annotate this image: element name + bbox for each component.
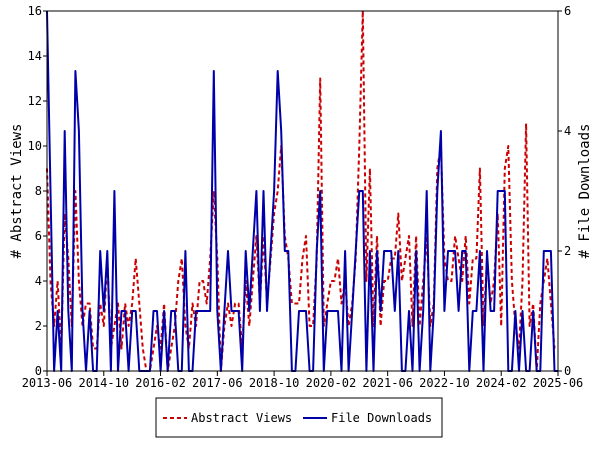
right-axis: 0 2 4 6 xyxy=(558,4,571,378)
legend: Abstract Views File Downloads xyxy=(155,397,443,438)
y-right-tick-label: 4 xyxy=(564,124,571,138)
x-tick-label: 2013-06 xyxy=(22,376,73,390)
y-left-tick-label: 12 xyxy=(28,94,42,108)
legend-label-file-downloads: File Downloads xyxy=(331,411,432,425)
series-line-abstract-views xyxy=(46,10,558,372)
y-left-tick-label: 10 xyxy=(28,139,42,153)
x-axis: 2013-06 2014-10 2016-02 2017-06 2018-10 2020-… xyxy=(22,371,584,390)
x-tick-label: 2014-10 xyxy=(78,376,129,390)
y-axis-title-left: # Abstract Views xyxy=(9,124,25,259)
y-left-tick-label: 8 xyxy=(35,184,42,198)
x-tick-label: 2017-06 xyxy=(192,376,243,390)
y-right-tick-label: 2 xyxy=(564,244,571,258)
x-tick-label: 2016-02 xyxy=(135,376,186,390)
y-right-tick-label: 6 xyxy=(564,4,571,18)
series-line-file-downloads xyxy=(46,10,558,372)
x-tick-label: 2022-10 xyxy=(419,376,470,390)
y-left-tick-label: 4 xyxy=(35,274,42,288)
x-tick-label: 2021-06 xyxy=(362,376,413,390)
y-left-tick-label: 0 xyxy=(35,364,42,378)
legend-box xyxy=(155,397,443,438)
y-left-tick-label: 14 xyxy=(28,49,42,63)
y-left-tick-label: 16 xyxy=(28,4,42,18)
left-axis: 0 2 4 6 8 10 12 14 16 xyxy=(28,4,47,378)
x-tick-label: 2024-02 xyxy=(476,376,527,390)
plot-lines xyxy=(46,10,558,372)
y-axis-title-right: # File Downloads xyxy=(577,124,593,259)
x-tick-label: 2020-02 xyxy=(306,376,357,390)
legend-label-abstract-views: Abstract Views xyxy=(191,411,292,425)
y-right-tick-label: 0 xyxy=(564,364,571,378)
y-left-tick-label: 6 xyxy=(35,229,42,243)
y-left-tick-label: 2 xyxy=(35,319,42,333)
x-tick-label: 2025-06 xyxy=(533,376,584,390)
x-tick-label: 2018-10 xyxy=(249,376,300,390)
